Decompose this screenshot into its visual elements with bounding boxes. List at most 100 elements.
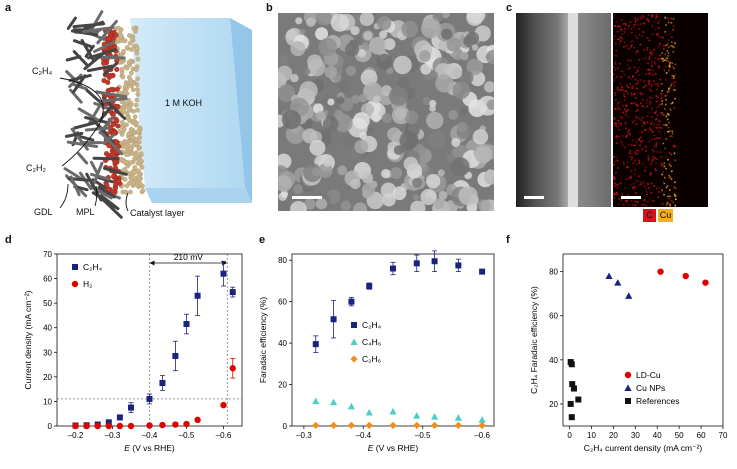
legend-label: H₂ bbox=[83, 279, 92, 289]
c2h4-label: C₂H₄ bbox=[32, 66, 52, 76]
data-point bbox=[366, 283, 373, 290]
y-tick-label: 60 bbox=[549, 312, 558, 321]
data-point bbox=[172, 352, 179, 359]
data-point bbox=[146, 395, 153, 402]
x-tick-label: 40 bbox=[653, 431, 662, 440]
y-tick-label: 20 bbox=[43, 373, 52, 382]
y-tick-label: 40 bbox=[549, 356, 558, 365]
data-point bbox=[312, 341, 319, 348]
x-axis-label: E (V vs RHE) bbox=[124, 443, 175, 453]
data-point bbox=[146, 422, 153, 429]
data-point bbox=[389, 407, 397, 415]
legend-label: C₂H₄ bbox=[83, 262, 103, 272]
eds-map-image bbox=[613, 13, 708, 207]
legend-label: References bbox=[636, 396, 679, 406]
data-point bbox=[365, 408, 373, 416]
data-point bbox=[183, 321, 190, 328]
data-point bbox=[390, 265, 396, 272]
series-square bbox=[312, 250, 486, 353]
eds-legend: C Cu bbox=[643, 209, 673, 222]
data-point bbox=[478, 421, 486, 429]
data-point bbox=[347, 421, 356, 429]
legend-marker bbox=[625, 398, 631, 404]
legend-marker bbox=[350, 355, 358, 363]
x-tick-label: –0.3 bbox=[296, 431, 312, 440]
data-point bbox=[431, 258, 438, 265]
y-tick-label: 40 bbox=[43, 324, 52, 333]
legend-marker bbox=[351, 322, 357, 328]
data-point bbox=[229, 365, 236, 372]
schematic-arrows bbox=[59, 77, 129, 212]
data-point bbox=[568, 361, 575, 368]
y-tick-label: 60 bbox=[278, 298, 287, 307]
data-point bbox=[159, 380, 166, 386]
gdl-label: GDL bbox=[34, 207, 53, 217]
data-point bbox=[454, 421, 462, 429]
data-point bbox=[430, 413, 439, 420]
x-tick-label: 60 bbox=[697, 431, 706, 440]
x-tick-label: 70 bbox=[719, 431, 728, 440]
data-point bbox=[194, 292, 201, 299]
data-point bbox=[570, 385, 577, 392]
data-point bbox=[430, 421, 439, 429]
chart-e: –0.3 –0.4 –0.5 –0.6 0 20 40 60 80 E (V vs RHE) Far… bbox=[258, 250, 495, 453]
data-point bbox=[183, 420, 190, 428]
y-tick-label: 0 bbox=[48, 422, 53, 431]
gdl-fibers bbox=[63, 10, 128, 219]
cross-section-image bbox=[516, 13, 611, 207]
y-tick-label: 30 bbox=[43, 348, 52, 357]
data-point bbox=[83, 422, 90, 430]
series-diamond bbox=[312, 421, 486, 429]
sem-texture bbox=[278, 13, 494, 211]
x-tick-label: 50 bbox=[675, 431, 684, 440]
y-tick-label: 0 bbox=[283, 422, 288, 431]
legend-c: C bbox=[643, 209, 656, 222]
panel-letter-f: f bbox=[506, 234, 510, 246]
data-point bbox=[330, 316, 337, 323]
y-tick-label: 80 bbox=[549, 268, 558, 277]
data-point bbox=[567, 400, 574, 407]
data-point bbox=[329, 421, 338, 429]
scale-bar bbox=[524, 196, 544, 199]
x-tick-label: –0.6 bbox=[474, 431, 490, 440]
x-tick-label: –0.6 bbox=[216, 431, 232, 440]
data-point bbox=[329, 398, 338, 406]
data-point bbox=[220, 270, 227, 277]
mpl-label: MPL bbox=[76, 207, 95, 217]
data-point bbox=[682, 272, 689, 280]
legend-marker bbox=[71, 280, 79, 288]
legend-label: C₂H₄ bbox=[362, 320, 382, 330]
x-tick-label: 30 bbox=[631, 431, 640, 440]
legend-label: C₄H₆ bbox=[362, 337, 381, 347]
series-circle bbox=[657, 268, 709, 286]
scale-bar bbox=[621, 196, 641, 199]
scale-bar bbox=[292, 196, 322, 199]
data-point bbox=[116, 414, 123, 421]
x-axis-label: C₂H₄ current density (mA cm⁻²) bbox=[584, 443, 703, 453]
arrow-head bbox=[149, 260, 155, 266]
series-triangle bbox=[605, 272, 633, 299]
x-tick-label: –0.3 bbox=[105, 431, 121, 440]
data-point bbox=[657, 268, 664, 275]
koh-label: 1 M KOH bbox=[165, 98, 202, 108]
data-point bbox=[220, 401, 227, 409]
data-point bbox=[94, 422, 101, 430]
x-tick-label: 10 bbox=[587, 431, 596, 440]
series-square bbox=[567, 359, 582, 421]
y-tick-label: 20 bbox=[278, 381, 287, 390]
y-tick-label: 20 bbox=[549, 400, 558, 409]
x-tick-label: –0.4 bbox=[142, 431, 158, 440]
data-point bbox=[389, 421, 397, 429]
legend-label: C₂H₆ bbox=[362, 354, 381, 364]
y-tick-label: 10 bbox=[43, 397, 52, 406]
legend-label: LD-Cu bbox=[636, 370, 661, 380]
data-point bbox=[413, 412, 421, 419]
c2h2-label: C₂H₂ bbox=[26, 163, 46, 173]
legend-marker bbox=[624, 371, 632, 379]
x-tick-label: 0 bbox=[567, 431, 572, 440]
data-point bbox=[614, 279, 622, 286]
panel-letter-b: b bbox=[266, 2, 273, 14]
legend-marker bbox=[350, 338, 358, 345]
series-circle bbox=[72, 358, 236, 430]
data-point bbox=[347, 402, 356, 410]
